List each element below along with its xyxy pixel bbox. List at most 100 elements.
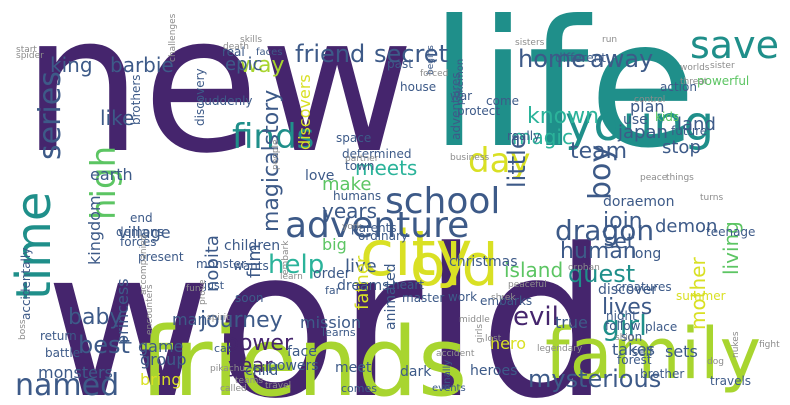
word-child: child: [245, 363, 278, 379]
word-suddenly: suddenly: [198, 94, 253, 108]
word-years: years: [322, 199, 377, 223]
word-family: family: [545, 313, 761, 395]
word-protect: protect: [457, 104, 500, 118]
word-demons: demons: [116, 225, 164, 239]
word-discover: discover: [598, 282, 657, 298]
word-bring: bring: [140, 370, 181, 389]
word-embarks: embarks: [480, 294, 532, 308]
word-fun: fun: [186, 284, 201, 294]
word-pikachu: pikachu: [210, 364, 245, 374]
word-run: run: [602, 35, 617, 45]
word-nukes: nukes: [731, 331, 741, 358]
word-skills: skills: [240, 35, 262, 45]
word-meet: meet: [335, 360, 372, 376]
word-mysterious: mysterious: [528, 365, 661, 393]
word-return: return: [40, 329, 77, 343]
word-city: city: [360, 217, 472, 290]
word-princess: princess: [113, 278, 132, 345]
word-legendary: legendary: [537, 344, 583, 354]
word-face: face: [287, 344, 317, 360]
word-land: land: [677, 114, 716, 135]
word-dark: dark: [400, 364, 432, 380]
word-evil: evil: [513, 302, 559, 332]
word-time: time: [6, 192, 62, 300]
word-shrek: shrek: [491, 293, 516, 303]
word-death: death: [223, 42, 249, 52]
word-lives: lives: [602, 295, 652, 320]
word-end: end: [130, 211, 153, 225]
word-business: business: [450, 153, 490, 163]
word-prove: prove: [198, 279, 208, 305]
word-secret: secret: [374, 40, 448, 68]
word-animated: animated: [383, 263, 399, 330]
word-doraemon: doraemon: [603, 194, 674, 210]
word-best: best: [78, 331, 130, 359]
word-worlds: worlds: [680, 63, 710, 73]
word-man: man: [172, 310, 208, 329]
word-soon: soon: [235, 291, 264, 305]
word-heroes: heroes: [470, 363, 517, 379]
word-control: control: [634, 95, 665, 105]
word-plan: plan: [630, 97, 665, 116]
word-far: far: [325, 284, 341, 297]
word-kingdom: kingdom: [85, 195, 104, 265]
word-use: use: [623, 112, 648, 128]
word-comes: comes: [341, 382, 377, 395]
word-sisters: sisters: [515, 38, 545, 48]
word-come: come: [486, 94, 519, 108]
word-different: different: [555, 51, 606, 65]
word-way: way: [240, 53, 285, 78]
word-year: year: [228, 353, 273, 377]
word-night: night: [606, 309, 637, 323]
word-heart: heart: [392, 278, 424, 292]
word-journey: journey: [199, 308, 283, 333]
word-high: high: [84, 146, 124, 220]
word-village: village: [118, 223, 171, 242]
word-past: past: [387, 57, 413, 71]
word-join: join: [602, 209, 643, 234]
word-girls: girls: [475, 324, 485, 343]
word-space: space: [336, 131, 371, 145]
word-adventure: adventure: [285, 205, 469, 246]
word-wants: wants: [233, 259, 269, 273]
word-named: named: [15, 368, 119, 403]
word-parents: parents: [351, 221, 397, 235]
word-girl: girl: [602, 309, 647, 342]
word-learn: learn: [280, 272, 303, 282]
word-faces: faces: [256, 47, 283, 58]
word-boss: boss: [18, 319, 28, 340]
word-middle: middle: [459, 315, 490, 325]
word-self: self: [632, 345, 654, 359]
word-people: people: [271, 139, 281, 170]
word-embark: embark: [281, 240, 291, 275]
word-hero: hero: [490, 334, 526, 353]
word-new: new: [22, 0, 415, 195]
word-set: set: [604, 229, 635, 253]
word-life: life: [430, 0, 697, 187]
word-really: really: [507, 129, 540, 143]
word-finds: finds: [232, 117, 314, 157]
word-things: things: [666, 173, 694, 183]
word-travel: travel: [265, 381, 291, 391]
word-group: group: [140, 350, 186, 369]
word-learns: learns: [322, 326, 356, 339]
word-little: little: [503, 134, 531, 188]
word-just: just: [203, 279, 225, 292]
word-action: action: [660, 80, 697, 94]
word-determined: determined: [342, 147, 411, 161]
word-teams: teams: [235, 376, 263, 386]
word-york: york: [342, 222, 363, 232]
word-epic: epic: [225, 54, 262, 75]
word-discovers: discovers: [295, 74, 314, 150]
word-help: help: [268, 250, 324, 280]
word-place: place: [645, 320, 677, 334]
word-ship: ship: [615, 333, 634, 343]
word-threat: threat: [680, 77, 708, 87]
word-home: home: [518, 45, 586, 73]
word-pokemon: pokemon: [455, 59, 466, 105]
word-dreams: dreams: [337, 278, 389, 294]
word-adventures: adventures: [449, 72, 463, 140]
word-film: film: [244, 244, 265, 278]
